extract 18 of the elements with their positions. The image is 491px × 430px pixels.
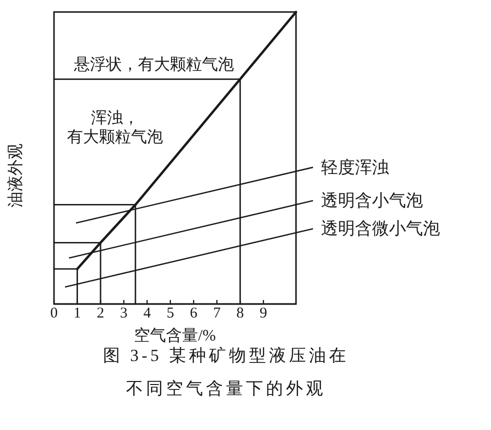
text: 轻度浑浊: [321, 158, 389, 177]
x-tick-label: 7: [213, 306, 222, 322]
x-axis-title: 空气含量/%: [134, 326, 216, 344]
x-tick-label: 1: [74, 306, 82, 322]
annotation: 悬浮状，有大颗粒气泡: [73, 56, 234, 74]
x-tick-label: 3: [120, 306, 128, 322]
x-tick-label: 8: [236, 306, 244, 322]
x-tick-label: 4: [143, 306, 152, 322]
x-tick-label: 2: [96, 306, 104, 322]
x-tick-label: 0: [50, 306, 58, 322]
annotation: 浑浊，有大颗粒气泡: [67, 109, 163, 146]
x-tick-label: 9: [260, 306, 268, 322]
x-tick-label: 5: [166, 306, 174, 322]
x-tick-label: 6: [190, 306, 198, 322]
text: 透明含微小气泡: [321, 219, 440, 238]
text: 透明含小气泡: [321, 191, 423, 210]
y-axis-title: 油液外观: [6, 144, 24, 208]
text: 图 3-5 某种矿物型液压油在不同空气含量下的外观: [102, 346, 350, 398]
